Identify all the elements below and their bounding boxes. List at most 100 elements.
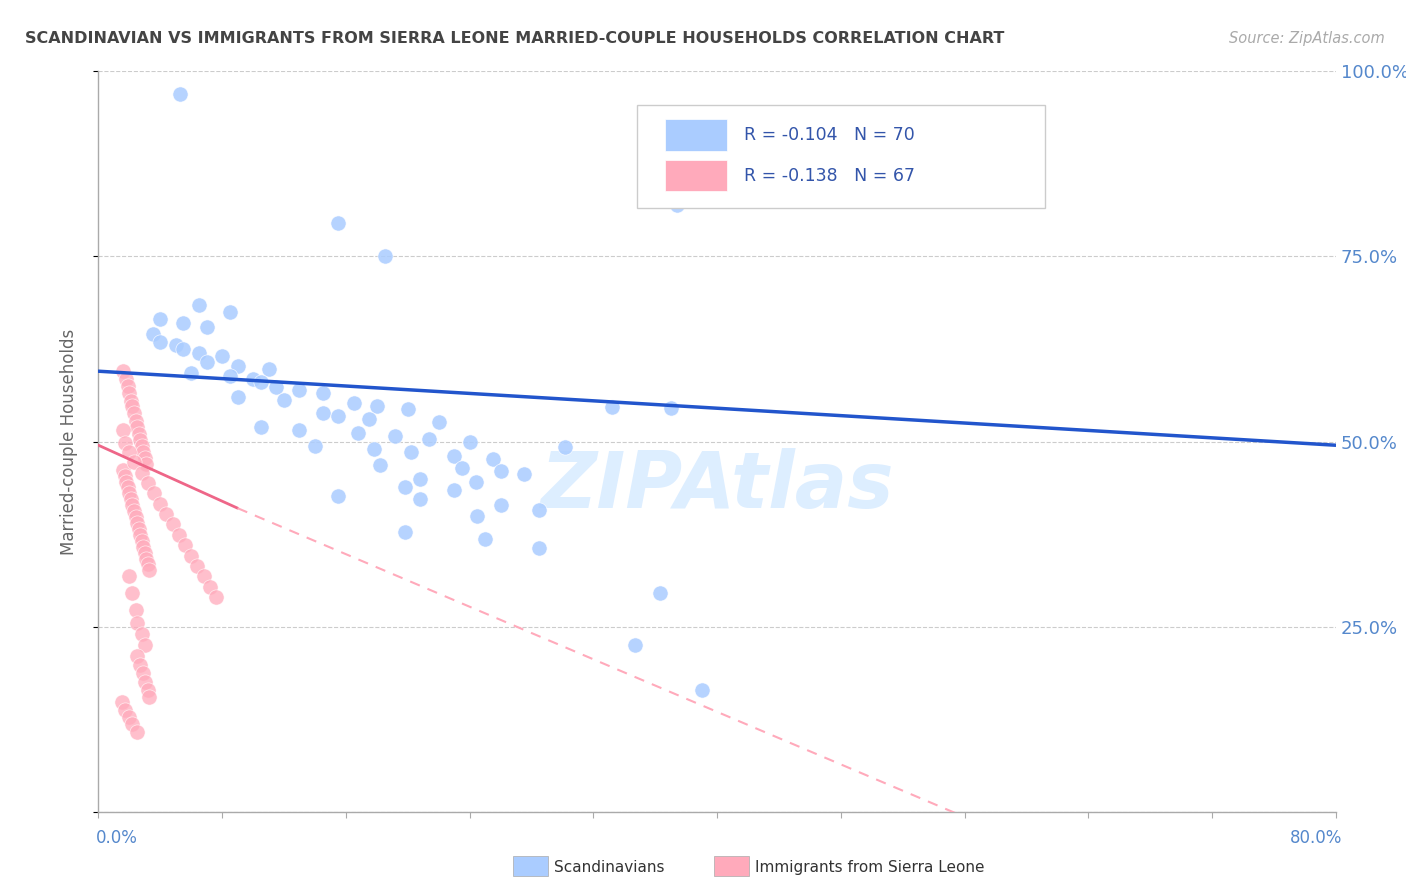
Point [173, 342, 195, 356]
Point [357, 412, 380, 426]
Point [288, 423, 311, 437]
Point [132, 445, 155, 459]
Point [363, 442, 385, 456]
Point [118, 710, 141, 724]
FancyBboxPatch shape [665, 161, 727, 191]
Point [396, 401, 419, 416]
Point [131, 627, 153, 641]
Text: 80.0%: 80.0% [1291, 829, 1343, 847]
Y-axis label: Married-couple Households: Married-couple Households [59, 328, 77, 555]
Point [121, 399, 143, 413]
Text: Scandinavians: Scandinavians [554, 860, 665, 874]
Point [266, 380, 288, 394]
Point [672, 157, 695, 171]
Point [124, 603, 146, 617]
Point [464, 475, 486, 489]
Point [124, 414, 146, 428]
Text: SCANDINAVIAN VS IMMIGRANTS FROM SIERRA LEONE MARRIED-COUPLE HOUSEHOLDS CORRELATI: SCANDINAVIAN VS IMMIGRANTS FROM SIERRA L… [25, 31, 1005, 46]
Point [149, 334, 172, 349]
Point [136, 558, 159, 572]
Point [250, 376, 273, 390]
Point [114, 468, 136, 483]
Point [195, 354, 218, 368]
Point [409, 492, 432, 507]
Point [129, 433, 152, 447]
Point [128, 427, 150, 442]
Text: 0.0%: 0.0% [96, 829, 138, 847]
Point [690, 682, 713, 697]
Point [174, 538, 197, 552]
Point [186, 558, 208, 573]
Point [368, 458, 391, 473]
Point [162, 517, 184, 532]
Point [122, 504, 145, 518]
Point [273, 393, 295, 408]
Point [450, 461, 472, 475]
Point [142, 327, 165, 342]
Point [529, 541, 551, 556]
Point [219, 369, 242, 384]
Point [195, 319, 218, 334]
Point [149, 312, 172, 326]
Point [326, 216, 350, 230]
Point [127, 516, 149, 530]
Text: R = -0.104   N = 70: R = -0.104 N = 70 [744, 126, 915, 144]
Point [114, 702, 136, 716]
Point [134, 638, 156, 652]
Point [121, 586, 143, 600]
Point [513, 467, 536, 482]
Point [489, 498, 512, 512]
Point [409, 471, 432, 485]
Point [304, 439, 326, 453]
Point [312, 406, 335, 420]
Point [132, 540, 155, 554]
Point [180, 549, 202, 563]
Point [399, 445, 422, 459]
Point [128, 522, 150, 536]
Point [326, 489, 350, 503]
Point [120, 393, 142, 408]
Point [135, 551, 157, 566]
Point [489, 464, 512, 478]
Point [118, 445, 141, 459]
Point [600, 401, 623, 415]
Point [136, 682, 159, 697]
Point [131, 466, 153, 480]
Point [134, 546, 156, 560]
Point [384, 428, 406, 442]
Point [665, 197, 688, 211]
Point [129, 658, 152, 673]
Point [250, 419, 273, 434]
Point [554, 441, 576, 455]
Point [127, 649, 149, 664]
Point [118, 569, 141, 583]
Point [115, 475, 138, 489]
Point [167, 528, 190, 542]
Point [112, 463, 135, 477]
Point [169, 87, 191, 101]
Point [173, 316, 195, 330]
Text: Source: ZipAtlas.com: Source: ZipAtlas.com [1229, 31, 1385, 46]
Point [124, 510, 146, 524]
Point [458, 434, 481, 449]
Point [127, 615, 149, 630]
Point [226, 390, 249, 404]
Point [122, 406, 145, 420]
Point [112, 364, 135, 378]
Point [226, 359, 249, 373]
Point [366, 399, 388, 413]
Point [118, 486, 141, 500]
FancyBboxPatch shape [637, 104, 1045, 209]
Point [131, 439, 153, 453]
Point [127, 724, 149, 739]
Point [242, 372, 264, 386]
Point [121, 498, 143, 512]
Point [648, 586, 671, 600]
Point [624, 638, 647, 652]
Point [122, 455, 145, 469]
Point [394, 480, 416, 494]
Point [115, 371, 138, 385]
Point [188, 297, 211, 311]
Point [165, 338, 187, 352]
Point [136, 475, 159, 490]
